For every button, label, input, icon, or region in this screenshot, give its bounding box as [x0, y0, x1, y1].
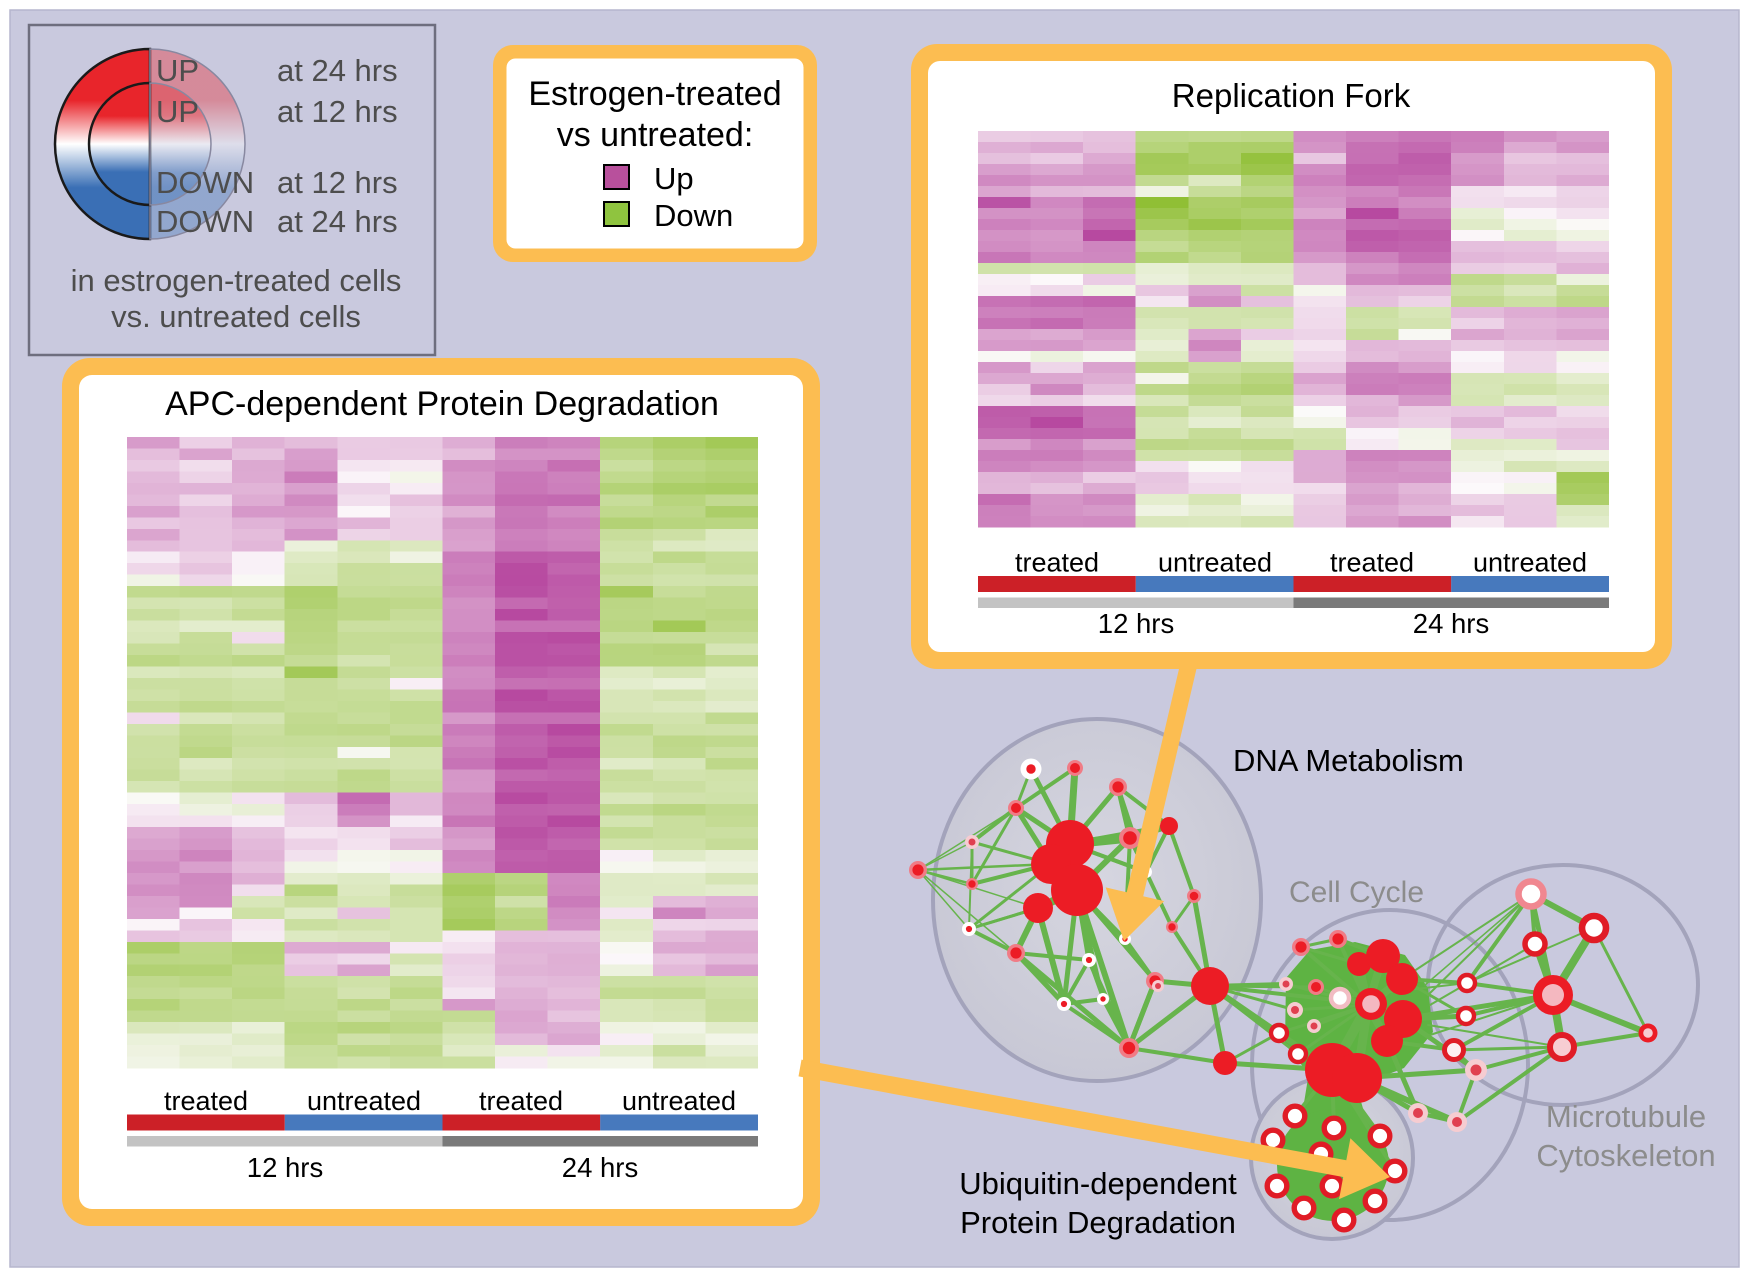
svg-text:untreated: untreated	[622, 1086, 736, 1116]
svg-text:treated: treated	[164, 1086, 248, 1116]
svg-text:24 hrs: 24 hrs	[1413, 608, 1489, 639]
svg-text:Microtubule: Microtubule	[1546, 1099, 1706, 1134]
svg-text:vs. untreated cells: vs. untreated cells	[111, 299, 361, 334]
svg-text:untreated: untreated	[1473, 548, 1587, 578]
svg-text:24 hrs: 24 hrs	[562, 1152, 638, 1183]
svg-text:DOWN: DOWN	[156, 165, 254, 200]
svg-text:treated: treated	[479, 1086, 563, 1116]
svg-text:DNA Metabolism: DNA Metabolism	[1233, 743, 1464, 778]
svg-text:Down: Down	[654, 198, 733, 233]
svg-text:in estrogen-treated cells: in estrogen-treated cells	[71, 263, 402, 298]
svg-text:UP: UP	[156, 94, 199, 129]
svg-text:Up: Up	[654, 161, 694, 196]
svg-text:Cytoskeleton: Cytoskeleton	[1536, 1138, 1715, 1173]
svg-text:at 24 hrs: at 24 hrs	[277, 204, 398, 239]
svg-text:untreated: untreated	[1158, 548, 1272, 578]
svg-text:Replication Fork: Replication Fork	[1172, 77, 1411, 114]
svg-text:treated: treated	[1015, 548, 1099, 578]
svg-text:at 12 hrs: at 12 hrs	[277, 165, 398, 200]
svg-text:untreated: untreated	[307, 1086, 421, 1116]
svg-text:12 hrs: 12 hrs	[247, 1152, 323, 1183]
svg-text:APC-dependent Protein Degradat: APC-dependent Protein Degradation	[165, 385, 719, 423]
svg-text:at 12 hrs: at 12 hrs	[277, 94, 398, 129]
svg-text:Cell Cycle: Cell Cycle	[1289, 876, 1424, 909]
svg-text:vs untreated:: vs untreated:	[557, 116, 754, 154]
svg-text:at 24 hrs: at 24 hrs	[277, 53, 398, 88]
svg-text:DOWN: DOWN	[156, 204, 254, 239]
svg-text:12 hrs: 12 hrs	[1098, 608, 1174, 639]
svg-text:UP: UP	[156, 53, 199, 88]
svg-text:Estrogen-treated: Estrogen-treated	[528, 75, 781, 113]
svg-text:Ubiquitin-dependent: Ubiquitin-dependent	[959, 1166, 1237, 1201]
svg-text:treated: treated	[1330, 548, 1414, 578]
svg-text:Protein Degradation: Protein Degradation	[960, 1205, 1236, 1240]
